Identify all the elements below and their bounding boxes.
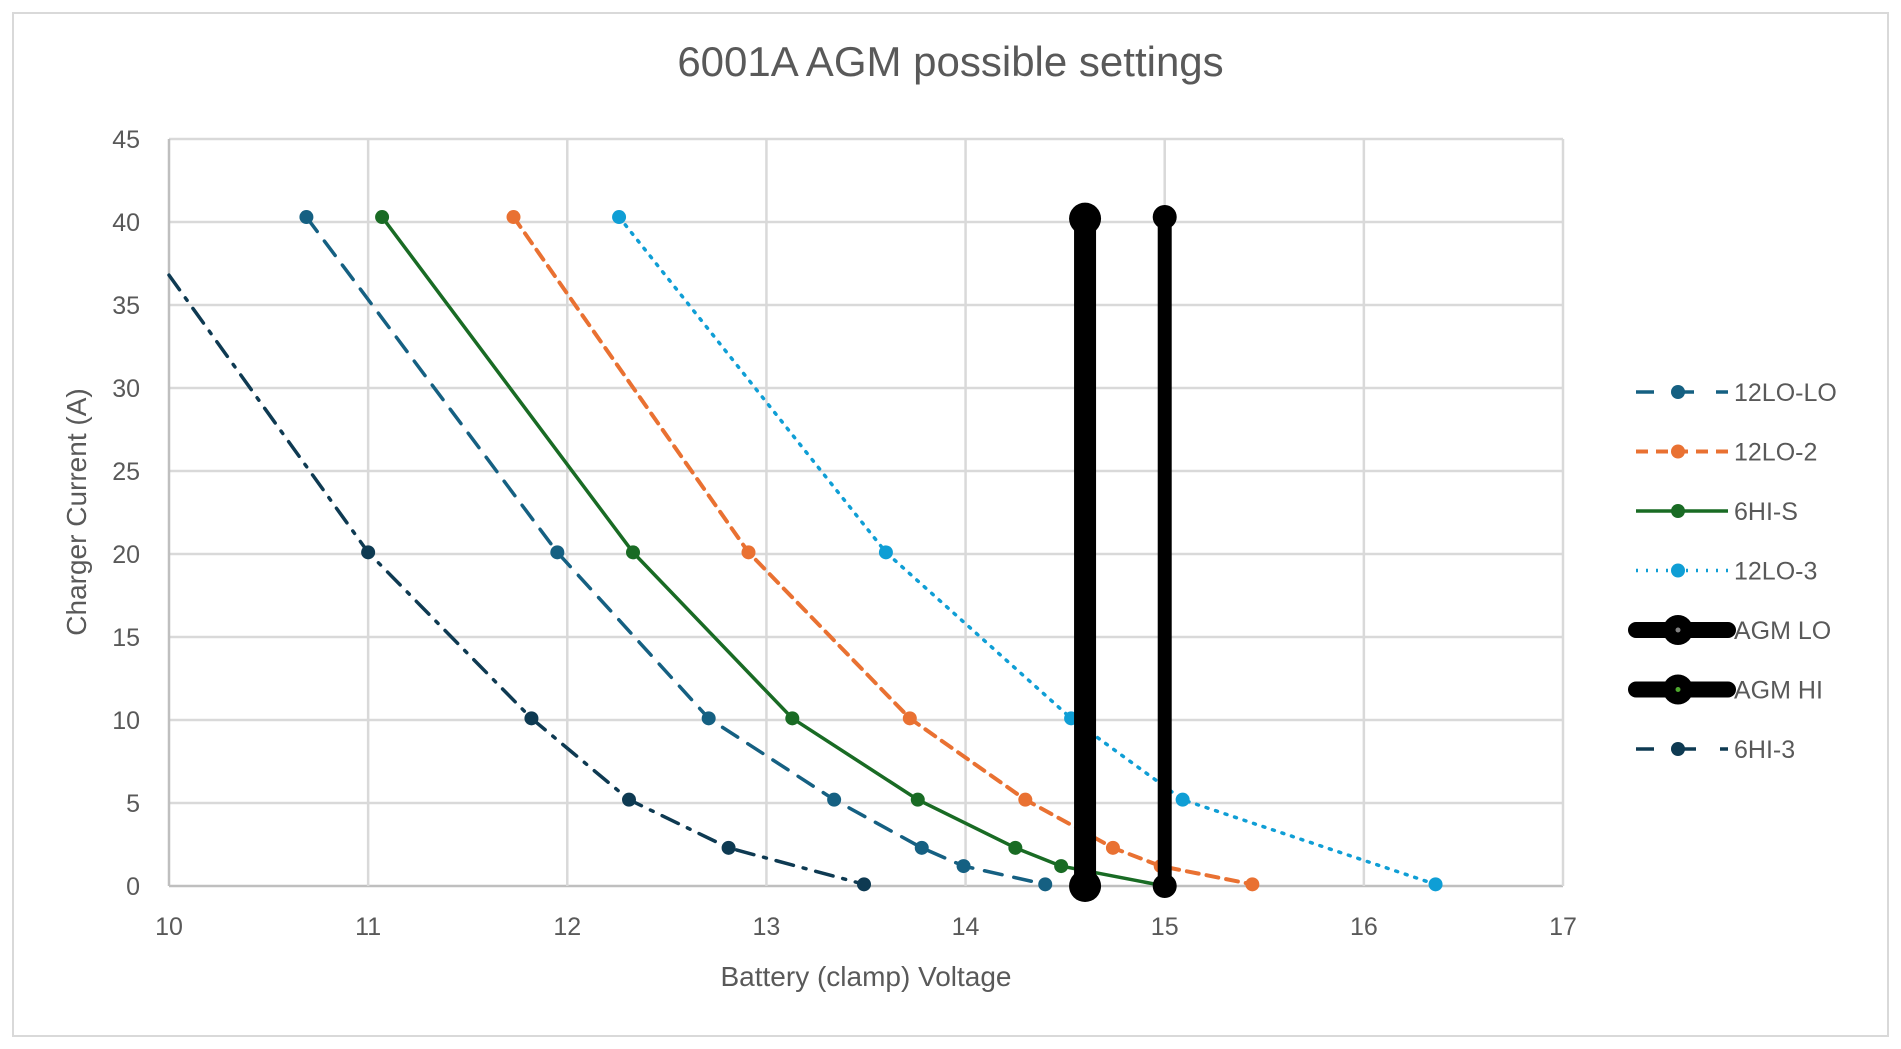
series-6hi-s [375, 210, 1172, 893]
data-point [1018, 792, 1033, 807]
y-tick-label: 0 [126, 873, 140, 901]
x-tick-label: 12 [553, 913, 581, 941]
series-line [617, 215, 1438, 887]
y-tick-label: 10 [112, 707, 140, 735]
data-point [506, 210, 521, 225]
y-tick-label: 35 [112, 292, 140, 320]
x-tick-label: 13 [753, 913, 781, 941]
data-point [1152, 205, 1177, 230]
data-point [1428, 877, 1443, 892]
data-point [1038, 877, 1053, 892]
data-point [622, 792, 637, 807]
series-agm-hi [1152, 205, 1177, 898]
series-agm-lo [1069, 202, 1102, 902]
series-6hi-3 [167, 273, 872, 892]
data-point [701, 711, 716, 726]
legend-item: AGM LO [1628, 615, 1831, 645]
data-point [1105, 840, 1120, 855]
data-point [550, 545, 565, 560]
legend-item: 12LO-2 [1636, 439, 1817, 467]
legend-label: 12LO-3 [1734, 558, 1817, 586]
data-point [1008, 840, 1023, 855]
legend-item: AGM HI [1628, 674, 1823, 705]
legend-label: 6HI-S [1734, 498, 1798, 526]
data-series [167, 202, 1443, 902]
legend-label: AGM LO [1734, 617, 1831, 645]
data-point [785, 711, 800, 726]
series-12lo-lo [299, 210, 1053, 892]
legend: 12LO-LO 12LO-2 6HI-S 12LO-3 AGM LO AGM HI 6HI-… [1628, 379, 1837, 764]
y-tick-label: 25 [112, 458, 140, 486]
data-point [1152, 874, 1177, 898]
y-tick-label: 20 [112, 541, 140, 569]
series-line [167, 273, 866, 887]
y-axis-label: Charger Current (A) [61, 388, 92, 635]
data-point [741, 545, 756, 560]
legend-marker [1671, 444, 1685, 459]
data-point [375, 210, 390, 225]
x-tick-label: 10 [155, 913, 183, 941]
series-12lo-3 [612, 210, 1443, 892]
data-point [857, 877, 872, 892]
data-point [902, 711, 917, 726]
data-point [721, 840, 736, 855]
data-point [626, 545, 641, 560]
data-point [1054, 859, 1069, 874]
data-point [914, 840, 929, 855]
axis-ticks: 0 5 10 15 20 25 30 35 40 45 10 11 12 13 14 15 16 17 [112, 126, 1577, 941]
data-point [1245, 877, 1260, 892]
x-tick-label: 17 [1549, 913, 1577, 941]
legend-label: 6HI-3 [1734, 736, 1795, 764]
data-point [612, 210, 627, 225]
gridlines [167, 137, 1565, 888]
y-tick-label: 15 [112, 624, 140, 652]
series-line [380, 215, 1167, 888]
legend-marker [1671, 504, 1685, 518]
data-point [956, 859, 971, 874]
x-tick-label: 14 [952, 913, 980, 941]
series-line [304, 215, 1047, 887]
data-point [1069, 870, 1102, 902]
data-point [1069, 202, 1102, 235]
legend-marker [1671, 742, 1685, 756]
y-tick-label: 45 [112, 126, 140, 154]
x-axis-label: Battery (clamp) Voltage [720, 961, 1011, 992]
data-point [361, 545, 376, 560]
chart-frame [12, 12, 1889, 1037]
data-point [910, 792, 925, 807]
legend-label: AGM HI [1734, 677, 1823, 705]
y-tick-label: 5 [126, 790, 140, 818]
legend-marker [1671, 563, 1685, 578]
legend-label: 12LO-LO [1734, 379, 1837, 407]
chart-title: 6001A AGM possible settings [677, 38, 1224, 85]
data-point [524, 711, 539, 726]
data-point [1175, 792, 1190, 807]
x-tick-label: 15 [1151, 913, 1179, 941]
legend-item: 12LO-3 [1636, 558, 1817, 586]
legend-label: 12LO-2 [1734, 439, 1817, 467]
legend-marker [1671, 385, 1685, 399]
x-tick-label: 11 [355, 913, 381, 941]
legend-item: 12LO-LO [1636, 379, 1837, 407]
data-point [878, 545, 893, 560]
data-point [299, 210, 314, 225]
y-tick-label: 30 [112, 375, 140, 403]
legend-item: 6HI-3 [1636, 736, 1795, 764]
y-tick-label: 40 [112, 209, 140, 237]
data-point [827, 792, 842, 807]
legend-item: 6HI-S [1636, 498, 1798, 526]
x-tick-label: 16 [1350, 913, 1378, 941]
